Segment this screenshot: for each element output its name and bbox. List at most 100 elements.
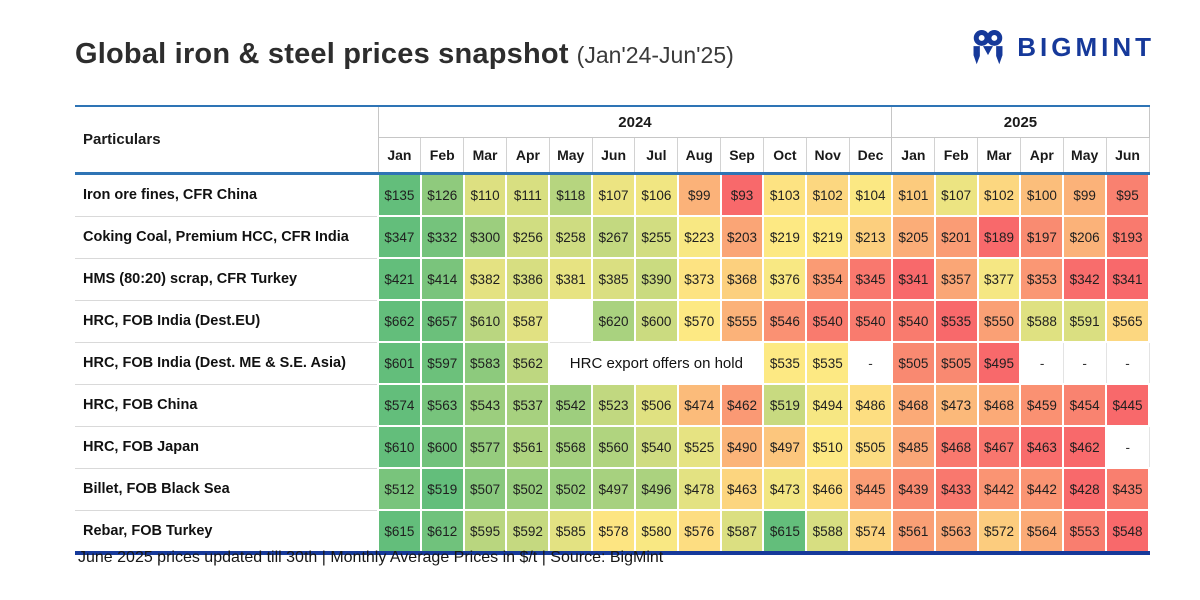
price-cell: $353	[1019, 257, 1065, 301]
price-cell: $107	[591, 172, 636, 217]
price-cell: $555	[719, 299, 765, 343]
price-cell: $560	[591, 425, 636, 469]
price-cell: $561	[505, 425, 551, 469]
price-cell: $382	[462, 257, 508, 301]
price-cell: $102	[976, 172, 1022, 217]
price-cell: $442	[1019, 467, 1065, 511]
price-cell: $600	[419, 425, 465, 469]
price-cell: -	[1105, 425, 1150, 469]
price-cell: $193	[1105, 215, 1150, 259]
price-cell: $93	[719, 172, 765, 217]
price-cell: $433	[933, 467, 979, 511]
price-cell: $205	[890, 215, 936, 259]
price-cell: $100	[1019, 172, 1065, 217]
price-cell: $562	[505, 341, 551, 385]
price-cell: $442	[976, 467, 1022, 511]
price-cell: $574	[848, 509, 893, 554]
particulars-header: Particulars	[75, 106, 379, 174]
month-header: Feb	[420, 137, 465, 174]
price-cell: $345	[848, 257, 893, 301]
month-header: May	[549, 137, 593, 174]
price-cell: $525	[676, 425, 722, 469]
price-cell: $255	[633, 215, 679, 259]
price-cell: $189	[976, 215, 1022, 259]
row-label: HMS (80:20) scrap, CFR Turkey	[75, 258, 379, 301]
row-label: HRC, FOB India (Dest.EU)	[75, 300, 379, 343]
price-row: HRC, FOB India (Dest.EU) $662 $657 $610 $587…	[75, 299, 1150, 343]
month-header: Apr	[1020, 137, 1064, 174]
price-cell: $490	[719, 425, 765, 469]
price-cell: $564	[1019, 509, 1065, 554]
price-cell: $373	[676, 257, 722, 301]
price-cell: $494	[805, 383, 851, 427]
price-cell: $495	[976, 341, 1022, 385]
year-header-2025: 2025	[891, 106, 1150, 138]
price-cell: $377	[976, 257, 1022, 301]
price-cell: $118	[548, 172, 594, 217]
price-cell: $572	[976, 509, 1022, 554]
price-cell: $620	[591, 299, 636, 343]
price-cell: $110	[462, 172, 508, 217]
bigmint-logo-text: BIGMINT	[1017, 31, 1155, 62]
price-cell: $510	[805, 425, 851, 469]
price-cell: $505	[890, 341, 936, 385]
price-cell: $600	[633, 299, 679, 343]
price-cell: $439	[890, 467, 936, 511]
price-cell: $496	[633, 467, 679, 511]
price-cell: $428	[1062, 467, 1108, 511]
price-cell: $592	[505, 509, 551, 554]
price-cell: $561	[890, 509, 936, 554]
price-cell: $535	[805, 341, 851, 385]
price-cell: $435	[1105, 467, 1150, 511]
month-header: Jun	[592, 137, 636, 174]
price-cell: $657	[419, 299, 465, 343]
price-cell: $473	[933, 383, 979, 427]
price-cell: $587	[505, 299, 551, 343]
price-cell: $102	[805, 172, 851, 217]
price-cell: $588	[1019, 299, 1065, 343]
price-cell: $95	[1105, 172, 1150, 217]
month-header: Aug	[677, 137, 722, 174]
price-cell: $578	[591, 509, 636, 554]
price-cell: $463	[719, 467, 765, 511]
price-cell: $267	[591, 215, 636, 259]
prices-heatmap-table: Particulars 2024 2025 Jan Feb Mar Apr May Jun J…	[75, 105, 1150, 555]
price-cell: $610	[462, 299, 508, 343]
price-row: HRC, FOB China $574 $563 $543 $537 $542 $523 $5…	[75, 383, 1150, 427]
price-cell: $354	[805, 257, 851, 301]
month-header: Mar	[463, 137, 507, 174]
month-header: Jun	[1106, 137, 1150, 174]
month-header: Dec	[849, 137, 893, 174]
page-title-text: Global iron & steel prices snapshot	[75, 38, 569, 70]
price-cell: $540	[890, 299, 936, 343]
price-cell: $300	[462, 215, 508, 259]
row-label: HRC, FOB India (Dest. ME & S.E. Asia)	[75, 342, 379, 385]
price-cell: $99	[676, 172, 722, 217]
price-cell: $381	[548, 257, 594, 301]
price-cell: $535	[762, 341, 808, 385]
price-cell: $468	[933, 425, 979, 469]
price-cell: -	[1062, 341, 1107, 385]
price-cell: -	[848, 341, 893, 385]
price-row: HMS (80:20) scrap, CFR Turkey $421 $414 $38…	[75, 257, 1150, 301]
price-cell: $591	[1062, 299, 1108, 343]
price-cell: $459	[1019, 383, 1065, 427]
price-cell: $467	[976, 425, 1022, 469]
month-header: Oct	[763, 137, 807, 174]
price-cell: $445	[848, 467, 893, 511]
price-cell: $258	[548, 215, 594, 259]
price-cell: $548	[1105, 509, 1150, 554]
price-cell: $535	[933, 299, 979, 343]
price-cell: $523	[591, 383, 636, 427]
price-cell: $576	[676, 509, 722, 554]
price-cell: $615	[762, 509, 808, 554]
price-cell: $99	[1062, 172, 1108, 217]
price-cell: $505	[848, 425, 893, 469]
row-label: Billet, FOB Black Sea	[75, 468, 379, 511]
price-cell: $507	[462, 467, 508, 511]
month-header: May	[1063, 137, 1107, 174]
price-cell: $577	[462, 425, 508, 469]
price-cell: $106	[633, 172, 679, 217]
bigmint-logo-icon	[968, 28, 1008, 66]
price-cell: $386	[505, 257, 551, 301]
